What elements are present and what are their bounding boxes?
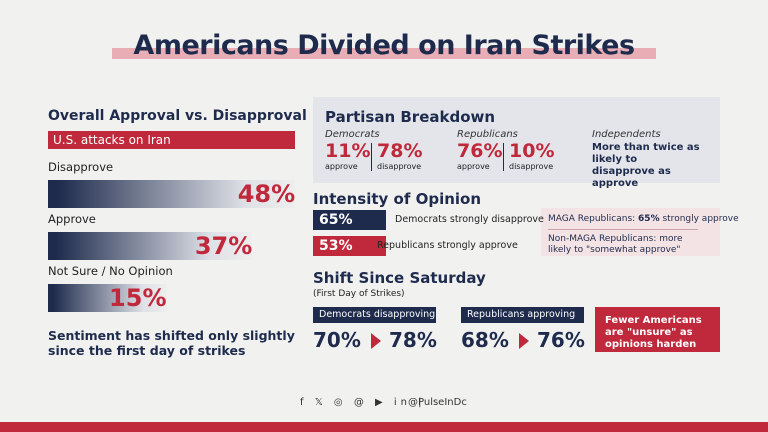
independents-text: More than twice as likely to disapprove … [592,142,700,189]
approval-title: Overall Approval vs. Disapproval [48,108,307,124]
shift-title: Shift Since Saturday [313,269,486,287]
group-name: Republicans [457,129,518,140]
bar-value: 37% [194,232,253,260]
bar-label: Not Sure / No Opinion [48,264,173,278]
bar-value: 48% [237,180,296,208]
title-highlight [112,48,656,59]
bar-value: 15% [109,284,167,312]
title: Americans Divided on Iran Strikes [133,30,635,61]
shift-to: 78% [389,328,437,352]
partisan-panel [313,97,720,183]
bar-label: Approve [48,212,96,226]
bar [48,284,167,312]
shift-from: 68% [461,328,509,352]
shift-arrow [519,333,529,349]
maga-rest: strongly approve [662,214,739,224]
maga-panel [541,208,720,256]
shift-to: 76% [537,328,585,352]
approve-label: approve [325,162,358,171]
approval-subtitle: U.S. attacks on Iran [48,131,295,149]
maga-text: MAGA Republicans: 65% strongly approve [548,214,739,224]
shift-label: Democrats disapproving [313,307,436,323]
intensity-value: 65% [313,210,386,230]
intensity-title: Intensity of Opinion [313,190,482,208]
bar-label: Disapprove [48,160,114,174]
bar [48,180,296,208]
disapprove-label: disapprove [509,162,554,171]
approval-note: Sentiment has shifted only slightly sinc… [48,328,295,358]
approve-label: approve [457,162,490,171]
social-icons: f 𝕏 ◎ @ ▶ in | [300,397,426,408]
intensity-text: Republicans strongly approve [377,240,518,251]
approve-value: 11% [325,140,371,162]
divider [371,143,372,171]
disapprove-value: 10% [509,140,555,162]
shift-subtitle: (First Day of Strikes) [313,289,405,299]
maga-divider [548,229,698,230]
intensity-text: Democrats strongly disapprove [395,214,544,225]
shift-arrow [371,333,381,349]
disapprove-label: disapprove [377,162,422,171]
intensity-value: 53% [313,236,386,256]
disapprove-value: 78% [377,140,423,162]
approve-value: 76% [457,140,503,162]
footer-handle: @PulseInDc [408,397,467,408]
group-name: Democrats [325,129,380,140]
maga-value: 65% [638,214,660,224]
maga-label: MAGA Republicans: [548,214,636,224]
bar [48,232,253,260]
divider [503,143,504,171]
footer-bar [0,422,768,432]
independents-name: Independents [592,129,661,140]
non-maga-text: Non-MAGA Republicans: more likely to "so… [548,234,683,255]
shift-from: 70% [313,328,361,352]
shift-label: Republicans approving [461,307,584,323]
shift-callout: Fewer Americans are "unsure" as opinions… [595,307,720,352]
partisan-title: Partisan Breakdown [325,108,496,126]
